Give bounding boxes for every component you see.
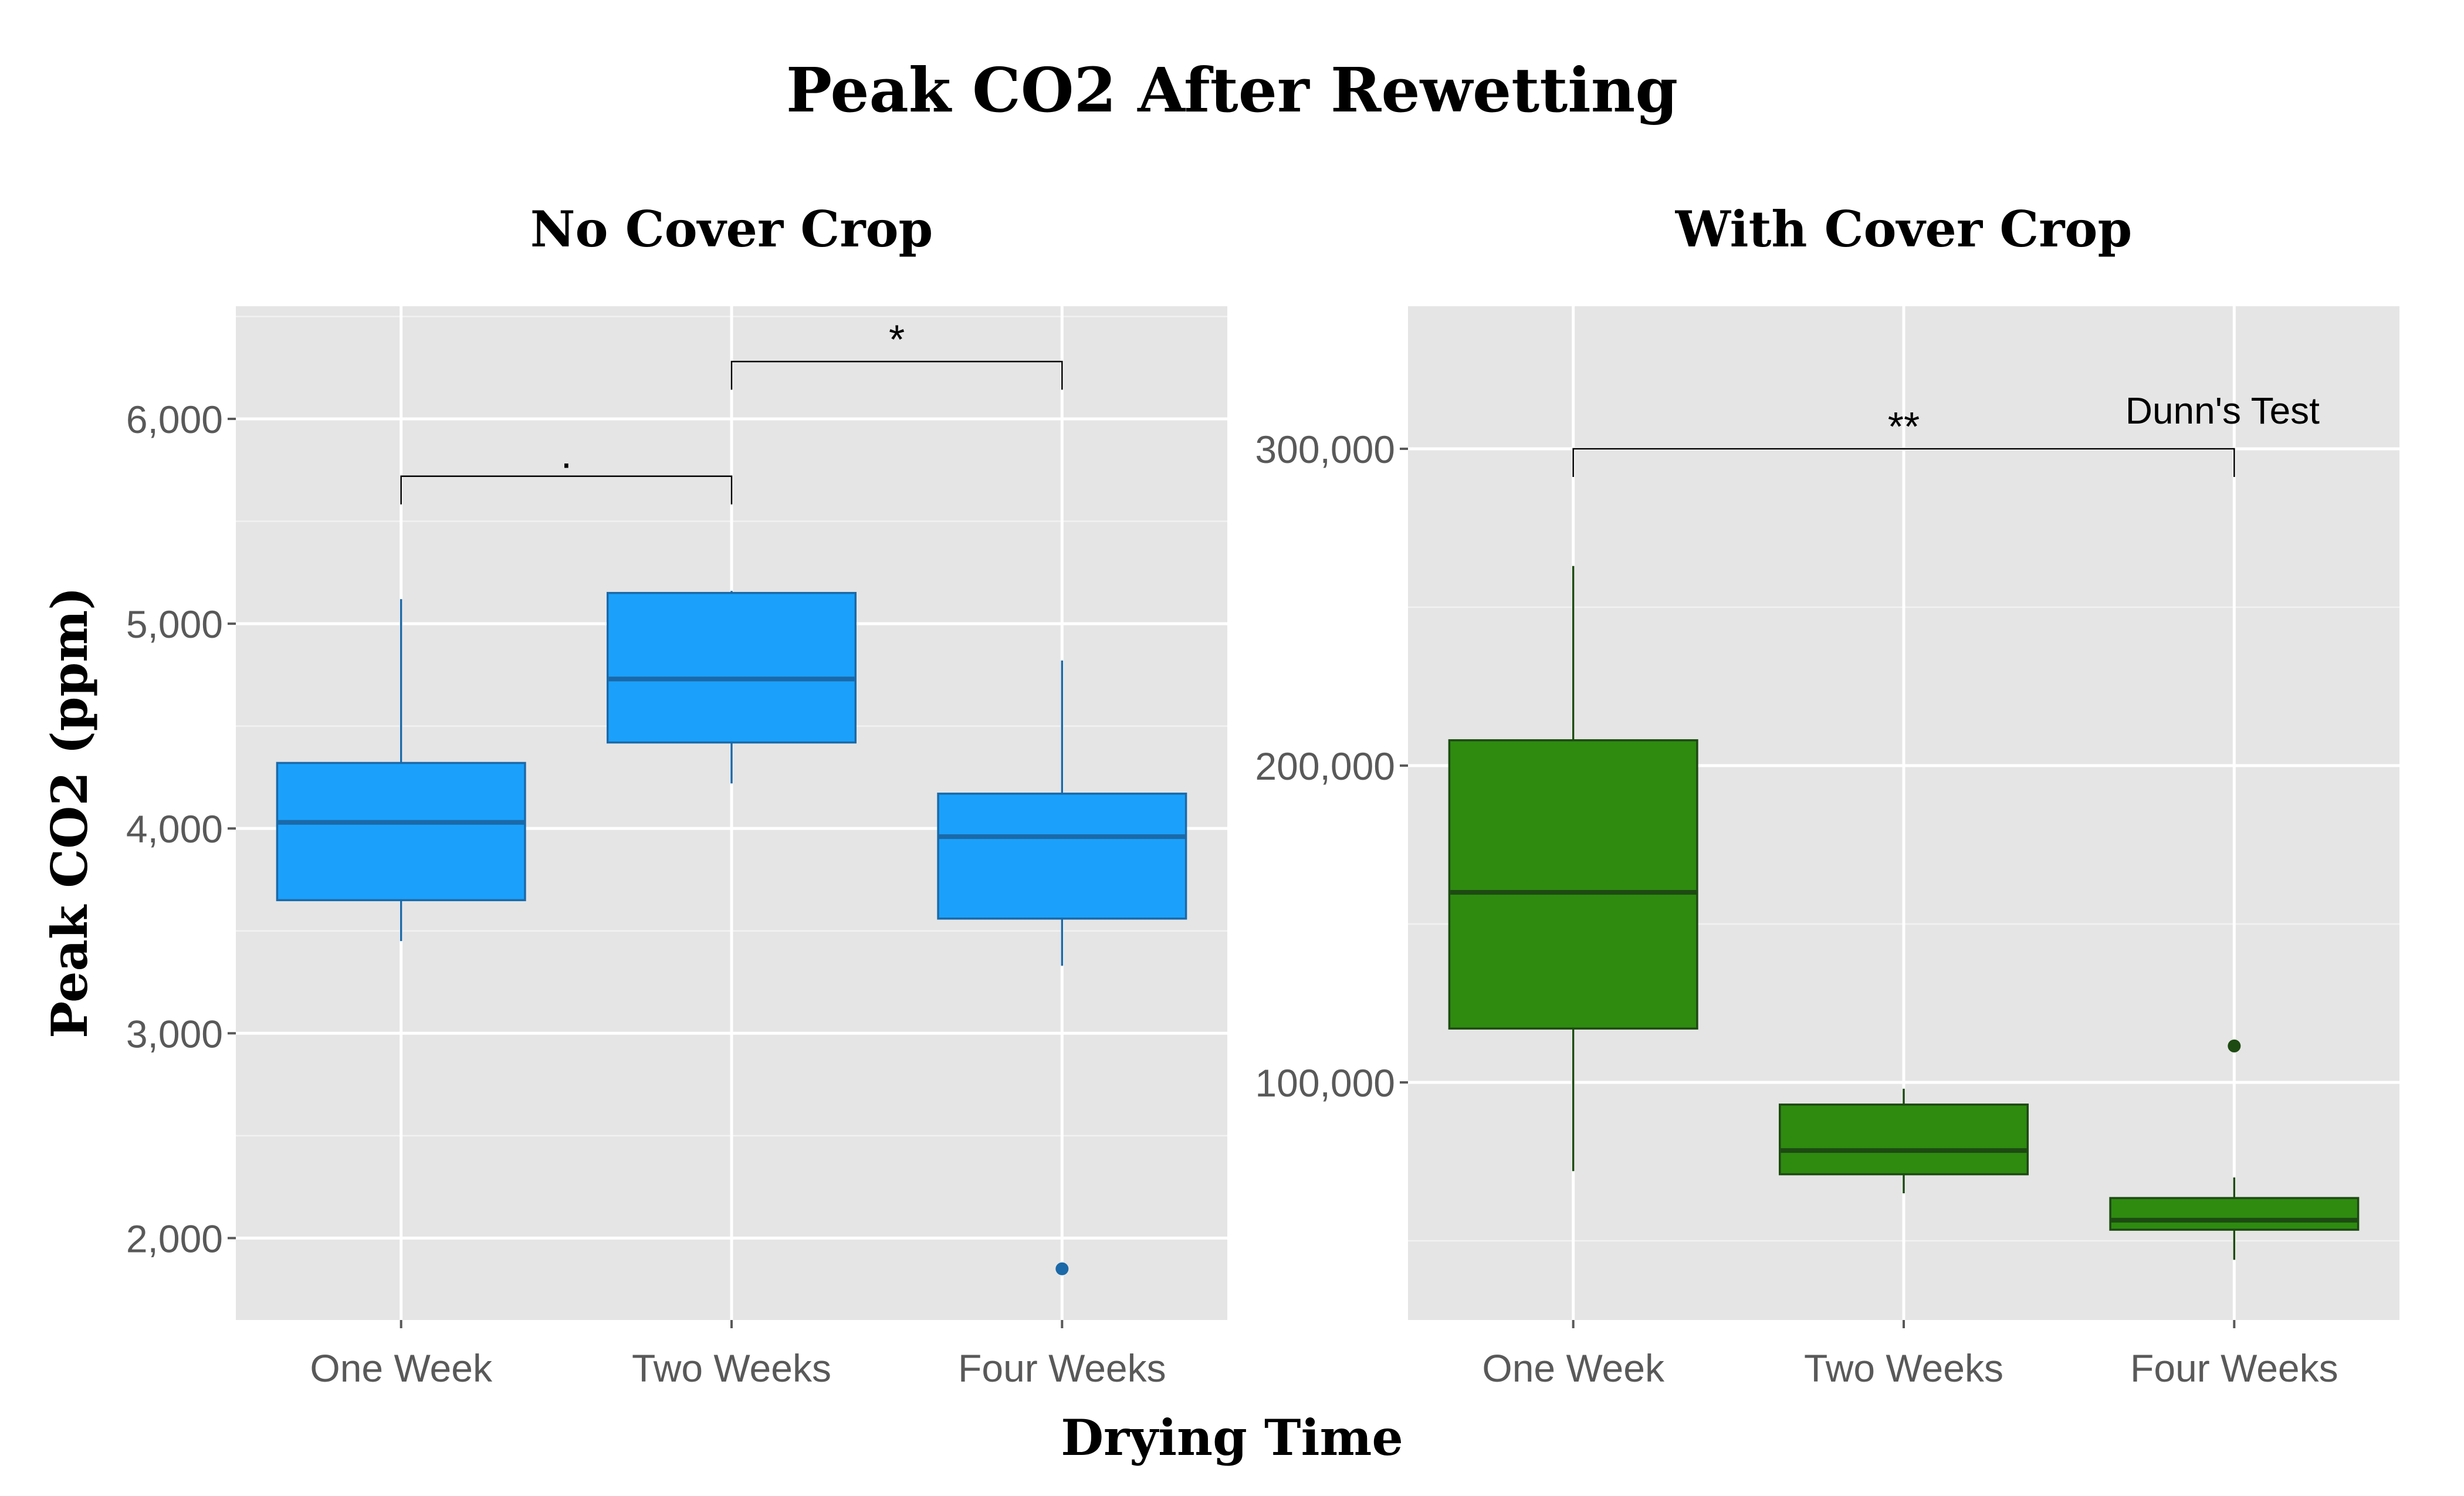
outlier-point xyxy=(1055,1262,1069,1275)
box-four-weeks xyxy=(937,660,1187,1275)
box-body xyxy=(276,761,526,902)
box-body xyxy=(1779,1104,2029,1176)
y-tick-label: 2,000 xyxy=(126,1217,223,1260)
y-tick-label: 300,000 xyxy=(1255,428,1395,471)
y-axis-label: Peak CO2 (ppm) xyxy=(40,587,99,1038)
box-body xyxy=(1448,739,1698,1030)
y-tick-label: 6,000 xyxy=(126,398,223,441)
panel-title: No Cover Crop xyxy=(530,200,933,258)
x-tick-label: One Week xyxy=(1482,1346,1665,1390)
chart-title: Peak CO2 After Rewetting xyxy=(786,54,1678,126)
test-annotation: Dunn's Test xyxy=(2125,390,2320,432)
y-tick-label: 4,000 xyxy=(126,807,223,851)
significance-bracket xyxy=(400,475,733,505)
significance-label: * xyxy=(889,316,905,362)
x-tick-label: Four Weeks xyxy=(958,1346,1166,1390)
significance-bracket xyxy=(730,361,1063,390)
x-tick-label: One Week xyxy=(310,1346,493,1390)
outlier-point xyxy=(2228,1039,2241,1052)
panel-title: With Cover Crop xyxy=(1675,200,2132,258)
x-tick-label: Four Weeks xyxy=(2130,1346,2338,1390)
y-tick-label: 100,000 xyxy=(1255,1061,1395,1105)
facet-panel-1: No Cover Crop 2,000 3,000 4,000 5,000 6,000 On… xyxy=(126,200,1227,1390)
box-two-weeks xyxy=(607,591,857,784)
significance-label: . xyxy=(561,431,572,477)
facet-panel-2: With Cover Crop 100,000 200,000 300,000 One … xyxy=(1255,200,2399,1390)
significance-bracket xyxy=(1572,448,2235,477)
box-one-week xyxy=(1448,566,1698,1172)
significance-label: ** xyxy=(1888,404,1920,449)
x-axis-label: Drying Time xyxy=(1061,1409,1403,1467)
y-tick-label: 5,000 xyxy=(126,603,223,646)
x-tick-label: Two Weeks xyxy=(632,1346,831,1390)
box-two-weeks xyxy=(1779,1088,2029,1193)
facet-panels: No Cover Crop 2,000 3,000 4,000 5,000 6,000 On… xyxy=(126,200,2399,1390)
y-tick-label: 3,000 xyxy=(126,1012,223,1055)
box-one-week xyxy=(276,599,526,942)
box-body xyxy=(937,793,1187,920)
box-four-weeks xyxy=(2109,1039,2360,1260)
x-tick-label: Two Weeks xyxy=(1804,1346,2003,1390)
box-body xyxy=(2109,1197,2360,1231)
box-body xyxy=(607,591,857,744)
y-tick-label: 200,000 xyxy=(1255,744,1395,788)
